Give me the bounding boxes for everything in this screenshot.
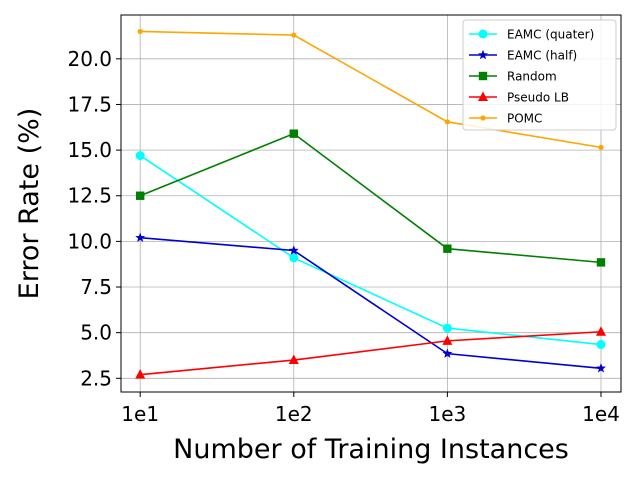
series-pseudo-lb [135, 326, 606, 379]
series-line [140, 330, 602, 376]
data-point [135, 151, 145, 161]
y-tick-label: 7.5 [80, 275, 112, 299]
grid [121, 15, 621, 392]
data-point [137, 28, 143, 35]
legend-entry: EAMC (quater) [469, 28, 594, 42]
series-eamc-quater [135, 151, 606, 350]
legend-entry: EAMC (half) [469, 49, 577, 63]
legend-label: EAMC (quater) [507, 28, 594, 42]
data-point [442, 335, 453, 345]
series-line [140, 236, 602, 370]
series-line [140, 30, 602, 149]
axis-ticks: 1e1 1e2 1e3 1e4 2.5 5.0 7.5 10.0 12.5 15.0 17.5 20.… [67, 47, 619, 426]
legend-box [462, 19, 617, 131]
legend-entry: Random [469, 70, 557, 84]
legend-label: POMC [507, 112, 542, 126]
data-point [596, 340, 606, 350]
data-point [288, 245, 299, 255]
data-point [289, 253, 299, 263]
data-point [598, 144, 604, 150]
data-point [596, 363, 606, 373]
y-tick-label: 12.5 [67, 184, 112, 208]
series-line [139, 132, 602, 264]
legend-marker [478, 29, 488, 39]
x-tick-label: 1e3 [429, 402, 467, 426]
y-tick-label: 10.0 [67, 229, 112, 253]
y-tick-label: 20.0 [67, 47, 112, 71]
y-tick-label: 15.0 [67, 138, 112, 162]
series-eamc-half [135, 232, 606, 373]
data-point [442, 323, 452, 333]
legend-entry: Pseudo LB [469, 91, 569, 105]
plot-frame [120, 14, 622, 393]
legend-marker [478, 49, 488, 60]
data-point [135, 191, 145, 200]
y-axis-label: Error Rate (%) [14, 108, 45, 300]
series-pomc [137, 28, 604, 150]
x-tick-label: 1e4 [582, 402, 620, 426]
legend-marker [478, 71, 488, 81]
legend-label: Pseudo LB [507, 91, 569, 105]
legend-label: Random [507, 70, 557, 84]
data-point [289, 129, 298, 138]
legend-label: EAMC (half) [507, 49, 577, 63]
data-point [135, 232, 146, 242]
y-tick-label: 5.0 [80, 321, 112, 345]
legend-entry: POMC [469, 112, 542, 126]
series-random [135, 129, 606, 267]
series-layer [135, 28, 606, 379]
y-tick-label: 2.5 [80, 366, 112, 390]
data-point [135, 369, 146, 379]
legend-marker [478, 91, 488, 101]
x-tick-label: 1e2 [275, 402, 313, 426]
data-point [291, 32, 297, 38]
x-tick-label: 1e1 [121, 402, 159, 426]
data-point [596, 258, 606, 267]
data-point [442, 348, 453, 358]
legend: EAMC (quater) EAMC (half) Random Pseudo LB P… [462, 19, 617, 131]
data-point [288, 354, 299, 365]
legend-marker [480, 115, 486, 121]
data-point [443, 244, 452, 253]
x-axis-label: Number of Training Instances [173, 434, 569, 465]
data-point [595, 326, 606, 336]
y-tick-label: 17.5 [67, 92, 112, 116]
data-point [444, 119, 450, 125]
series-line [139, 154, 602, 346]
